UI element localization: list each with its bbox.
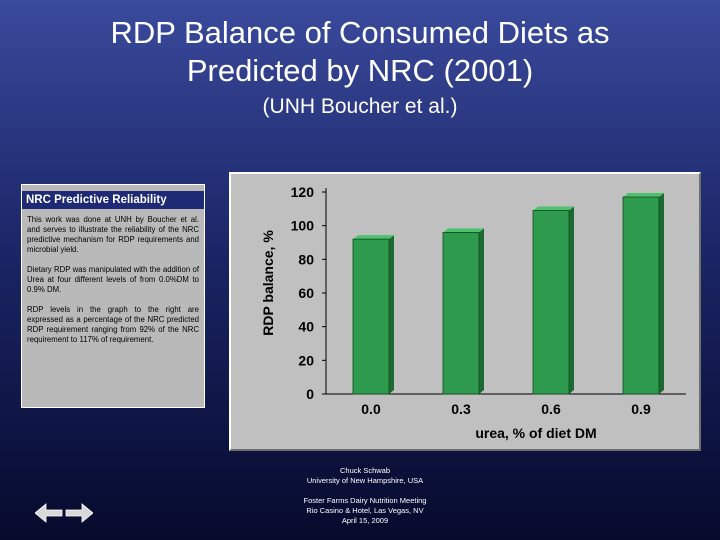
panel-heading: NRC Predictive Reliability — [22, 191, 204, 209]
x-tick-label: 0.0 — [361, 401, 381, 417]
y-tick-label: 60 — [298, 285, 314, 301]
panel-paragraph-2: Dietary RDP was manipulated with the add… — [27, 265, 199, 294]
footer-affiliation: University of New Hampshire, USA — [306, 476, 424, 485]
arrow-left-icon[interactable] — [35, 503, 63, 523]
reliability-panel: NRC Predictive Reliability This work was… — [21, 184, 205, 408]
slide-title-line2: Predicted by NRC (2001) — [186, 53, 534, 88]
arrow-right-icon[interactable] — [65, 503, 93, 523]
x-tick-label: 0.6 — [541, 401, 561, 417]
footer-event: Foster Farms Dairy Nutrition Meeting — [303, 496, 427, 505]
y-axis-label: RDP balance, % — [260, 230, 276, 336]
chart-frame: 0 20 40 60 80 100 120 0.0 0.3 0.6 0.9 urea, % of di… — [229, 172, 701, 451]
bar — [442, 232, 480, 395]
bar-top — [443, 228, 484, 233]
footer-date: April 15, 2009 — [341, 516, 389, 525]
bar-side — [479, 228, 484, 394]
bar — [352, 238, 390, 395]
y-tick-label: 40 — [298, 319, 314, 335]
footer-credits: Chuck Schwab University of New Hampshire… — [270, 466, 460, 526]
bar-top — [533, 206, 574, 211]
slide-subtitle: (UNH Boucher et al.) — [262, 95, 458, 118]
y-tick-label: 20 — [298, 352, 314, 368]
x-tick-label: 0.3 — [451, 401, 471, 417]
footer-author: Chuck Schwab — [339, 466, 391, 475]
y-tick-label: 100 — [291, 218, 315, 234]
bar — [532, 210, 570, 395]
footer-venue: Rio Casino & Hotel, Las Vegas, NV — [306, 506, 424, 515]
bar-top — [623, 193, 664, 198]
bar-chart: 0 20 40 60 80 100 120 0.0 0.3 0.6 0.9 urea, % of di… — [260, 184, 686, 441]
y-tick-label: 0 — [306, 386, 314, 402]
bar-side — [569, 206, 574, 394]
x-axis-label: urea, % of diet DM — [475, 425, 596, 441]
panel-body: This work was done at UNH by Boucher et … — [22, 209, 204, 345]
panel-paragraph-1: This work was done at UNH by Boucher et … — [27, 215, 199, 254]
slide-title-line1: RDP Balance of Consumed Diets as — [110, 15, 610, 50]
panel-paragraph-3: RDP levels in the graph to the right are… — [27, 305, 199, 344]
bar-side — [389, 235, 394, 394]
y-tick-label: 80 — [298, 251, 314, 267]
slide-nav — [35, 503, 93, 523]
slide-title: RDP Balance of Consumed Diets as Predict… — [0, 14, 720, 90]
bar — [622, 196, 660, 395]
x-tick-label: 0.9 — [631, 401, 651, 417]
y-tick-label: 120 — [291, 184, 315, 200]
bar-top — [353, 235, 394, 240]
bar-side — [659, 193, 664, 394]
